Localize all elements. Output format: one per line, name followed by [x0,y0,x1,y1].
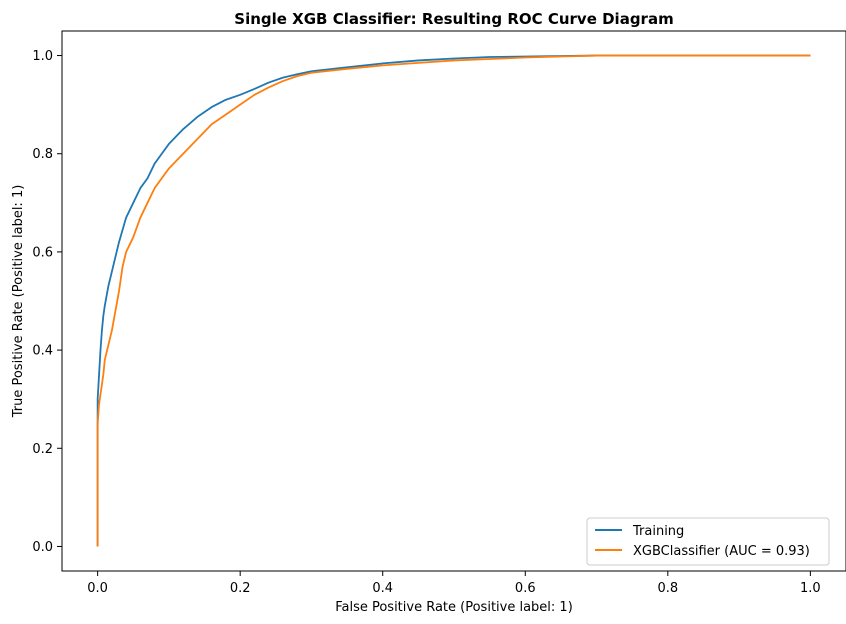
x-tick-label: 0.8 [657,581,678,596]
y-axis: 0.0 0.2 0.4 0.6 0.8 1.0 [32,49,62,555]
x-axis: 0.0 0.2 0.4 0.6 0.8 1.0 [87,571,821,596]
series-layer [96,54,811,547]
y-tick-label: 0.2 [32,442,53,457]
y-tick-label: 0.4 [32,344,53,359]
legend: Training XGBClassifier (AUC = 0.93) [586,517,830,566]
series-line-xgb [96,54,811,547]
x-tick-label: 1.0 [800,581,821,596]
x-tick-label: 0.2 [230,581,251,596]
plot-area [61,30,846,572]
x-tick-label: 0.6 [515,581,536,596]
series-line-training [96,54,811,547]
legend-label-training: Training [632,524,684,539]
chart-title: Single XGB Classifier: Resulting ROC Cur… [234,10,673,28]
x-tick-label: 0.0 [87,581,108,596]
legend-box [586,517,830,566]
y-axis-label: True Positive Rate (Positive label: 1) [11,185,26,419]
y-tick-label: 0.6 [32,245,53,260]
y-tick-label: 0.8 [32,147,53,162]
y-tick-label: 0.0 [32,540,53,555]
x-tick-label: 0.4 [372,581,393,596]
legend-label-xgb: XGBClassifier (AUC = 0.93) [633,544,810,559]
y-tick-label: 1.0 [32,49,53,64]
plot-frame [61,30,846,572]
x-axis-label: False Positive Rate (Positive label: 1) [335,600,573,615]
